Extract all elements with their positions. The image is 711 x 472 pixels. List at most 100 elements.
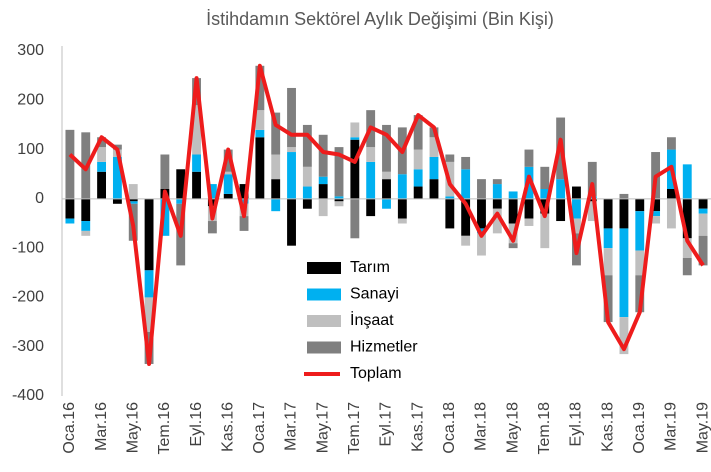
bar <box>97 137 107 148</box>
bar <box>382 124 391 172</box>
bar <box>334 201 344 207</box>
bar <box>144 270 154 298</box>
bar <box>429 179 439 199</box>
bar <box>160 198 170 236</box>
bar <box>81 221 91 231</box>
x-tick-label: May.17 <box>314 402 331 453</box>
bar <box>477 228 486 234</box>
bar <box>508 243 518 249</box>
x-tick-label: Mar.16 <box>93 402 110 451</box>
bar <box>192 105 201 155</box>
bar <box>635 275 645 313</box>
bar <box>603 275 613 323</box>
x-tick-label: Tem.16 <box>156 402 173 455</box>
bar <box>429 137 439 157</box>
bar <box>524 198 534 219</box>
x-tick-label: Kas.16 <box>219 402 236 452</box>
bar <box>302 124 312 167</box>
legend-label: Sanayi <box>350 286 399 303</box>
bar <box>682 258 692 276</box>
bar <box>445 198 455 229</box>
bar <box>619 198 629 229</box>
bar <box>271 198 281 212</box>
x-tick-label: Eyl.18 <box>568 402 585 447</box>
bar <box>366 161 376 199</box>
bar <box>207 184 217 199</box>
bar <box>192 154 201 172</box>
bar <box>461 156 471 170</box>
bar <box>255 129 265 138</box>
bar <box>540 189 550 199</box>
y-tick-label: 300 <box>17 42 44 59</box>
bar <box>318 176 328 185</box>
legend-label: Tarım <box>350 259 390 276</box>
bar <box>65 129 75 199</box>
bar <box>334 196 344 199</box>
bar <box>366 147 376 162</box>
legend-label: Toplam <box>350 365 402 382</box>
bar <box>350 137 360 140</box>
x-tick-label: Mar.18 <box>473 402 490 451</box>
bar <box>223 171 233 175</box>
bar <box>271 112 281 155</box>
x-tick-label: Kas.17 <box>409 402 426 452</box>
bar <box>302 186 312 199</box>
bar <box>81 230 91 236</box>
bar <box>461 198 471 236</box>
x-tick-label: Mar.19 <box>663 402 680 451</box>
bar <box>445 154 455 162</box>
bar <box>698 213 708 236</box>
x-tick-label: Mar.17 <box>283 402 300 451</box>
bar <box>144 198 154 271</box>
bar <box>445 196 455 199</box>
bar <box>413 169 423 187</box>
bar <box>223 174 233 194</box>
bar <box>572 186 581 199</box>
x-tick-label: Oca.19 <box>631 402 648 454</box>
bar <box>556 179 566 199</box>
legend-swatch <box>307 288 341 301</box>
bar <box>698 198 708 209</box>
y-tick-label: -400 <box>12 387 44 404</box>
bar <box>176 169 186 199</box>
bar <box>666 198 676 229</box>
chart-title: İstihdamın Sektörel Aylık Değişimi (Bin … <box>206 9 554 29</box>
bar <box>682 198 692 239</box>
bar <box>239 184 249 199</box>
bar <box>587 161 597 197</box>
bar <box>255 137 265 199</box>
bar <box>318 198 328 217</box>
bar <box>477 233 486 256</box>
bar <box>65 218 75 224</box>
bar <box>666 189 676 199</box>
bar <box>350 122 360 138</box>
bar <box>97 147 107 162</box>
x-tick-label: Eyl.16 <box>188 402 205 447</box>
bar <box>223 193 233 199</box>
x-tick-label: Eyl.17 <box>378 402 395 447</box>
x-tick-label: Kas.18 <box>599 402 616 452</box>
bar <box>287 152 296 199</box>
x-tick-label: May.19 <box>694 402 711 453</box>
bar <box>572 198 581 219</box>
bar <box>397 174 407 199</box>
legend-swatch <box>307 262 341 274</box>
bar <box>477 179 486 199</box>
bar <box>397 198 407 219</box>
bar <box>603 248 613 276</box>
bar <box>334 147 344 197</box>
bar <box>176 198 186 204</box>
bar <box>619 317 629 355</box>
bar <box>540 166 550 189</box>
bar <box>287 87 296 148</box>
bar <box>682 238 692 258</box>
bar <box>429 156 439 180</box>
bar <box>144 297 154 332</box>
bar <box>698 235 708 266</box>
bar <box>477 198 486 229</box>
legend-label: İnşaat <box>350 310 394 329</box>
bar <box>413 149 423 170</box>
x-tick-label: May.16 <box>124 402 141 453</box>
bar <box>255 110 265 130</box>
